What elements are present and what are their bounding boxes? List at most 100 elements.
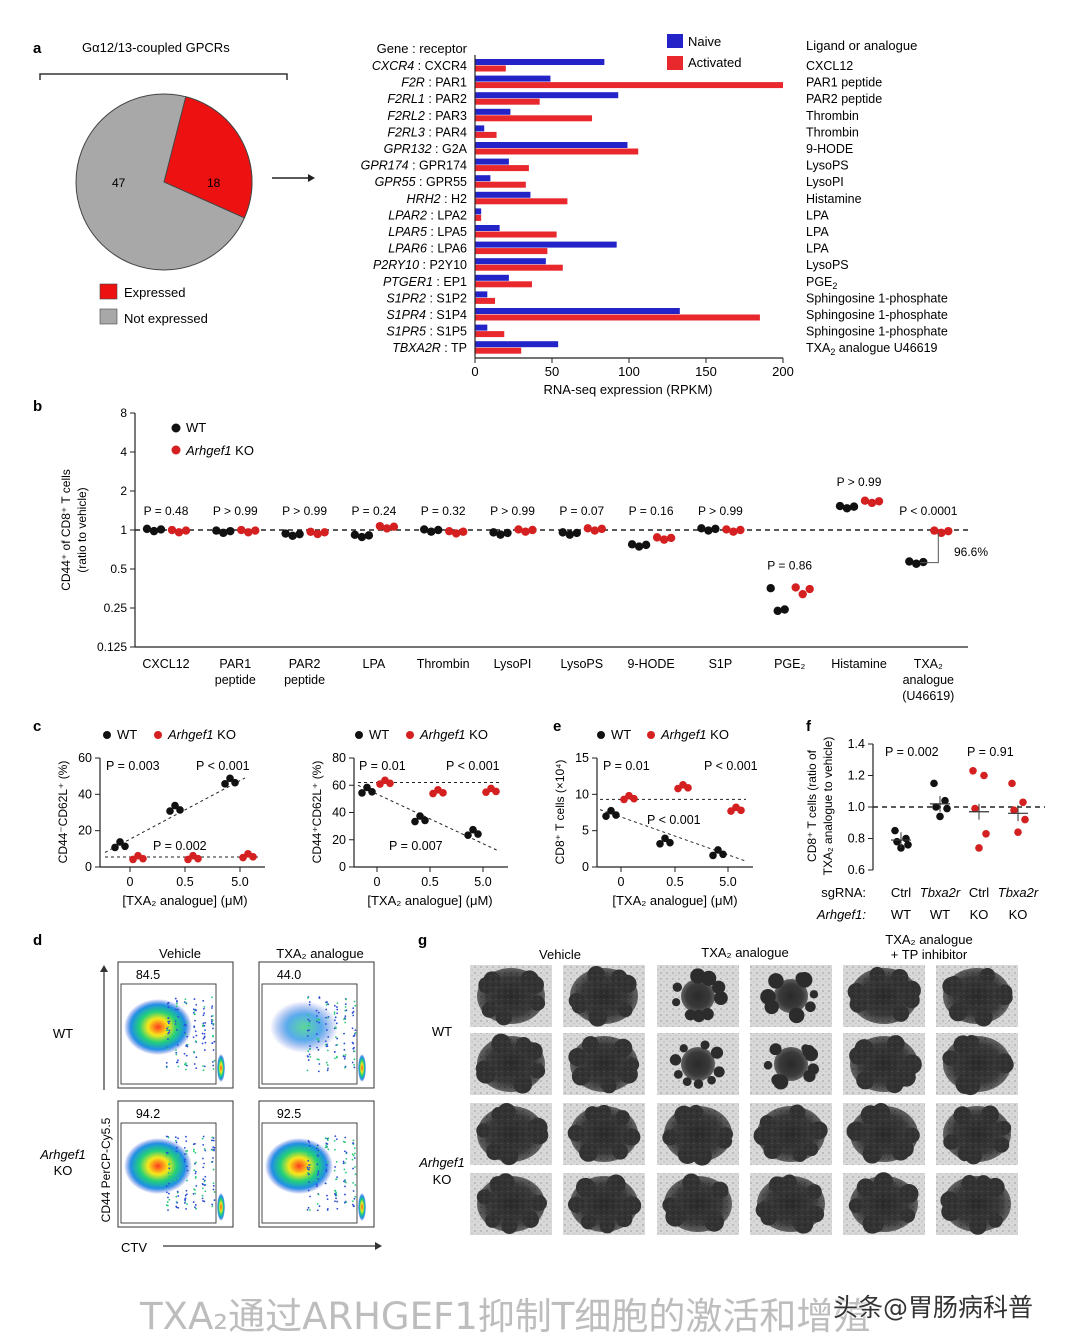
organoid-bud — [679, 1044, 688, 1053]
flow-dot — [165, 1154, 168, 1157]
pvalue: P = 0.002 — [153, 839, 207, 853]
organoid-bud — [692, 1009, 706, 1023]
f-point — [969, 766, 977, 775]
flow-dot — [177, 1153, 180, 1156]
ko-point — [439, 789, 447, 797]
flow-dot — [212, 1182, 215, 1185]
flow-dot — [335, 1027, 337, 1029]
c-left-xlabel: [TXA₂ analogue] (μM) — [122, 893, 247, 908]
b-ko-point — [237, 525, 246, 535]
b-ko-point — [375, 521, 385, 531]
b-ko-point — [459, 527, 468, 536]
organoid-texture — [851, 1037, 917, 1091]
bar-activated — [475, 181, 526, 188]
b-ko-point — [805, 584, 814, 594]
wt-point — [666, 838, 674, 847]
flow-dot — [174, 997, 177, 1000]
b-wt-point — [212, 526, 221, 535]
c2-legend-wt-dot — [355, 731, 363, 739]
flow-dot — [343, 1180, 346, 1182]
pvalue: P < 0.001 — [647, 813, 701, 827]
f-point — [982, 829, 990, 838]
f-ytick-label: 0.6 — [848, 863, 865, 877]
flow-dot — [308, 1141, 311, 1144]
organoid-bud — [788, 1007, 805, 1024]
g-col3b: + TP inhibitor — [891, 947, 968, 962]
f-pvalue: P = 0.91 — [967, 745, 1014, 759]
flow-dot — [185, 1135, 187, 1138]
flow-dot — [194, 1188, 196, 1191]
wt-fit-line — [599, 809, 747, 862]
flow-dot — [192, 1050, 195, 1053]
c2-legend-wt-label: WT — [369, 727, 389, 742]
bar-activated — [475, 314, 760, 321]
flow-dot — [185, 1054, 188, 1057]
flow-dot — [201, 1137, 204, 1140]
flow-dot — [317, 1058, 320, 1061]
flow-dot — [175, 1049, 177, 1051]
b-xtick-label: Histamine — [831, 657, 887, 671]
d-col1: Vehicle — [159, 946, 201, 961]
flow-dot — [183, 1160, 186, 1163]
flow-dot — [325, 1144, 328, 1147]
ytick-label: 60 — [78, 751, 92, 765]
b-ko-point — [798, 589, 807, 599]
flow-dot — [336, 1002, 339, 1005]
b-wt-point — [295, 529, 304, 539]
flow-dot — [185, 1165, 188, 1168]
gene-label: GPR132 : G2A — [384, 142, 468, 156]
b-wt-point — [142, 524, 152, 534]
flow-dot — [345, 998, 348, 1001]
flow-dot — [202, 999, 205, 1002]
organoid-texture — [851, 1177, 917, 1231]
bar-activated — [475, 65, 506, 72]
ytick-label: 60 — [332, 778, 346, 792]
gene-label: LPAR2 : LPA2 — [388, 208, 467, 222]
flow-dot — [195, 1056, 198, 1059]
flow-dot — [317, 1021, 320, 1024]
flow-dot — [166, 1201, 169, 1203]
b-wt-point — [226, 526, 235, 536]
gene-label: P2RY10 : P2Y10 — [373, 258, 467, 272]
bar-naive — [475, 258, 546, 265]
flow-dot — [353, 1034, 356, 1037]
flow-dot — [334, 1135, 337, 1138]
flow-dot — [334, 1200, 336, 1203]
flow-dot — [352, 1007, 355, 1010]
b-wt-point — [350, 530, 360, 540]
wt-point — [411, 817, 419, 826]
flow-dot — [177, 1008, 179, 1011]
panel-c-label: c — [33, 718, 41, 735]
c-legend-wt-label: WT — [117, 727, 137, 742]
gene-label: PTGER1 : EP1 — [383, 275, 467, 289]
b-xtick-label: peptide — [284, 673, 325, 687]
legend-not-expressed-label: Not expressed — [124, 311, 208, 326]
b-wt-point — [565, 530, 574, 539]
flow-dot — [185, 1021, 188, 1024]
scatter-chart-e: 15 10 5 0 0 0.5 5.0 P = 0.01 P < 0.001 P < 0.001 — [575, 751, 758, 889]
pvalue: P = 0.003 — [106, 759, 160, 773]
flow-dot — [333, 1140, 336, 1142]
b-xtick-label: peptide — [215, 673, 256, 687]
ligand-label: Sphingosine 1-phosphate — [806, 325, 948, 339]
organoid-texture — [758, 1107, 824, 1161]
wt-point — [226, 774, 234, 783]
flow-dot — [307, 1147, 310, 1149]
gene-label: HRH2 : H2 — [407, 192, 467, 206]
flow-dot — [351, 1158, 354, 1161]
panel-g: g Vehicle TXA₂ analogue TXA₂ analogue + … — [418, 932, 1018, 1235]
flow-dot — [192, 1150, 195, 1153]
bar-naive — [475, 308, 680, 314]
flow-dot — [186, 1169, 189, 1172]
flow-dot — [325, 1142, 328, 1145]
flow-dot — [184, 998, 187, 1001]
flow-dot — [212, 1049, 215, 1051]
flow-dot — [308, 1001, 311, 1003]
b-ko-point — [528, 525, 537, 535]
flow-dot — [309, 1056, 312, 1058]
flow-dot — [213, 1040, 216, 1043]
e-legend-wt-label: WT — [611, 727, 631, 742]
organoid-texture — [758, 1177, 824, 1231]
wt-point — [474, 830, 482, 838]
